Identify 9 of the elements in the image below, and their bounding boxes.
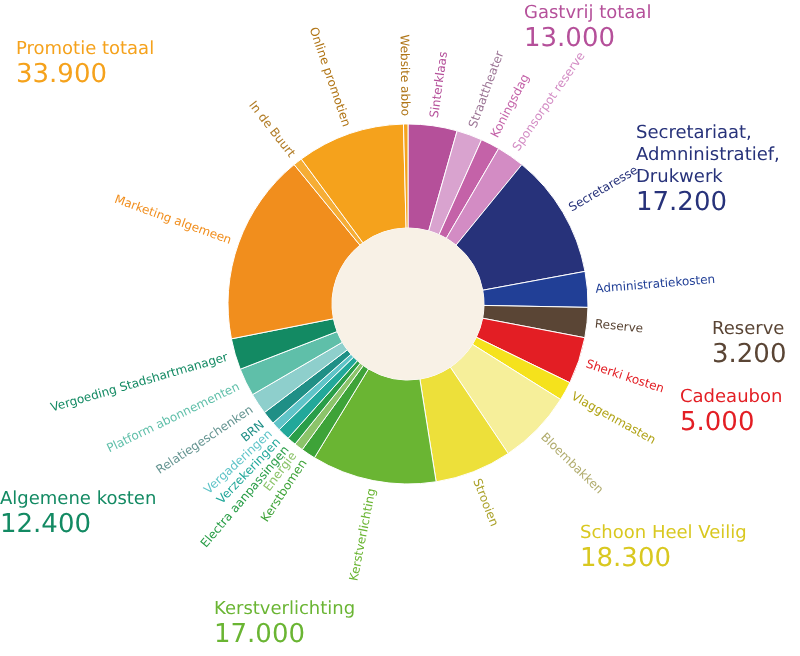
text: Reserve 3.200 — [712, 320, 787, 370]
text: Algemene kosten 12.400 — [0, 490, 157, 540]
donut-slice — [300, 123, 407, 244]
text: Promotie totaal 33.900 — [16, 40, 155, 90]
text: Secretariaat, Admninistratief, Drukwerk 17.200 — [636, 124, 780, 218]
text: Schoon Heel Veilig 18.300 — [580, 524, 747, 574]
text: Cadeaubon 5.000 — [680, 388, 783, 438]
text: Gastvrij totaal 13.000 — [524, 4, 652, 54]
text: Kerstverlichting 17.000 — [214, 600, 356, 650]
